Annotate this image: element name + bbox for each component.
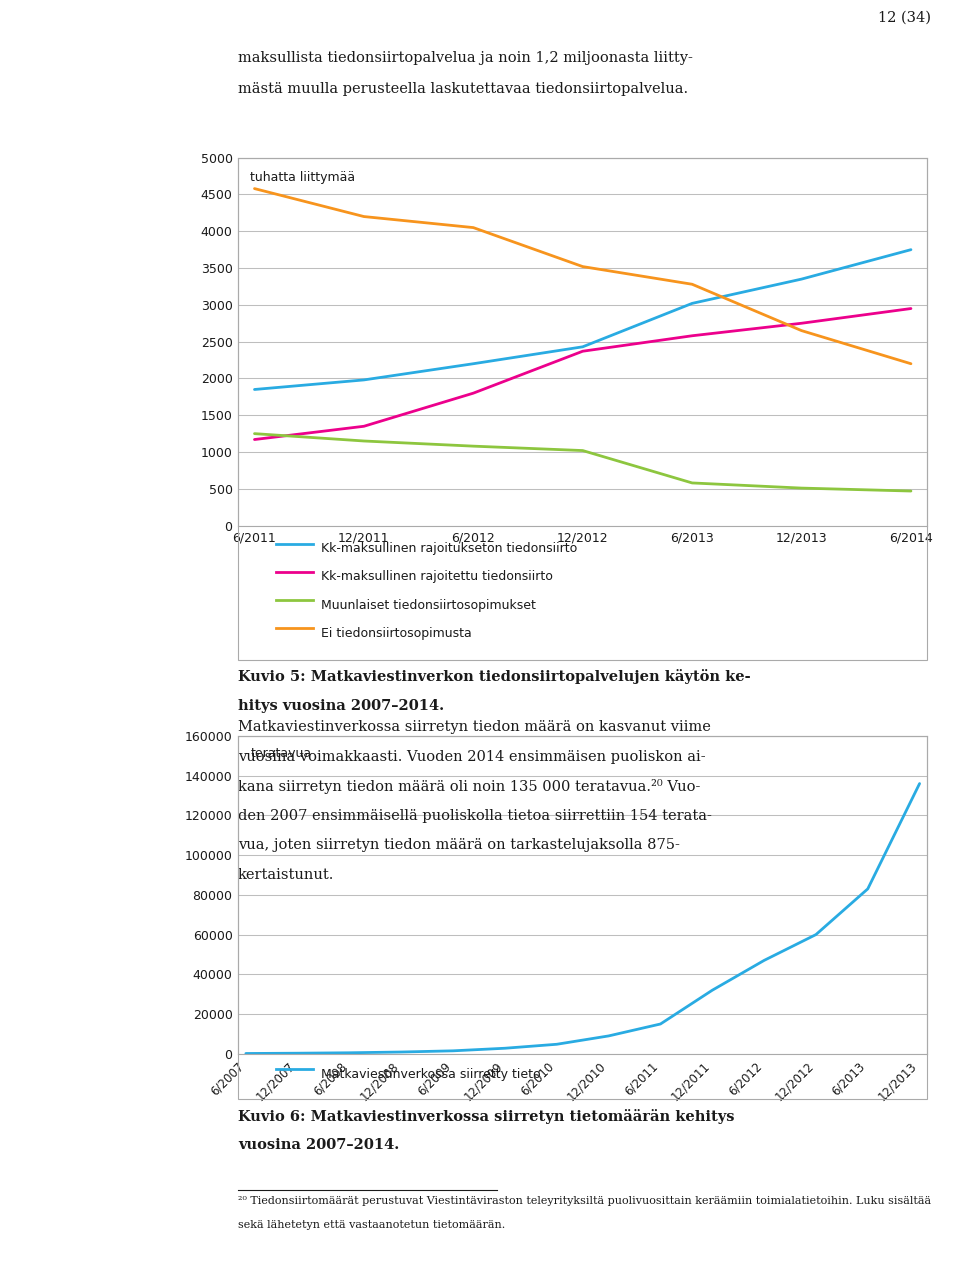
Text: sekä lähetetyn että vastaanotetun tietomäärän.: sekä lähetetyn että vastaanotetun tietom… [238,1220,505,1231]
Text: kertaistunut.: kertaistunut. [238,868,334,882]
Text: maksullista tiedonsiirtopalvelua ja noin 1,2 miljoonasta liitty-: maksullista tiedonsiirtopalvelua ja noin… [238,51,693,65]
Text: Matkaviestinverkossa siirretyn tiedon määrä on kasvanut viime: Matkaviestinverkossa siirretyn tiedon mä… [238,720,711,735]
Text: Kuvio 5: Matkaviestinverkon tiedonsiirtopalvelujen käytön ke-: Kuvio 5: Matkaviestinverkon tiedonsiirto… [238,669,751,685]
Text: Muunlaiset tiedonsiirtosopimukset: Muunlaiset tiedonsiirtosopimukset [321,599,536,612]
Text: kana siirretyn tiedon määrä oli noin 135 000 teratavua.²⁰ Vuo-: kana siirretyn tiedon määrä oli noin 135… [238,779,701,795]
Text: Kk-maksullinen rajoitukseton tiedonsiirto: Kk-maksullinen rajoitukseton tiedonsiirt… [321,542,577,555]
Text: vua, joten siirretyn tiedon määrä on tarkastelujaksolla 875-: vua, joten siirretyn tiedon määrä on tar… [238,838,680,853]
Text: Ei tiedonsiirtosopimusta: Ei tiedonsiirtosopimusta [321,627,471,640]
Text: tuhatta liittymää: tuhatta liittymää [251,171,355,183]
Text: vuosina 2007–2014.: vuosina 2007–2014. [238,1138,399,1153]
Text: mästä muulla perusteella laskutettavaa tiedonsiirtopalvelua.: mästä muulla perusteella laskutettavaa t… [238,82,688,96]
Text: den 2007 ensimmäisellä puoliskolla tietoa siirrettiin 154 terata-: den 2007 ensimmäisellä puoliskolla tieto… [238,809,712,823]
Text: ²⁰ Tiedonsiirtomäärät perustuvat Viestintäviraston teleyrityksiltä puolivuositta: ²⁰ Tiedonsiirtomäärät perustuvat Viestin… [238,1196,931,1206]
Text: 12 (34): 12 (34) [878,10,931,24]
Text: vuosina voimakkaasti. Vuoden 2014 ensimmäisen puoliskon ai-: vuosina voimakkaasti. Vuoden 2014 ensimm… [238,750,706,764]
Text: teratavua: teratavua [251,747,312,760]
Text: Matkaviestinverkossa siirretty tieto: Matkaviestinverkossa siirretty tieto [321,1068,540,1081]
Text: hitys vuosina 2007–2014.: hitys vuosina 2007–2014. [238,699,444,713]
Text: Kuvio 6: Matkaviestinverkossa siirretyn tietomäärän kehitys: Kuvio 6: Matkaviestinverkossa siirretyn … [238,1109,734,1124]
Text: Kk-maksullinen rajoitettu tiedonsiirto: Kk-maksullinen rajoitettu tiedonsiirto [321,570,553,583]
